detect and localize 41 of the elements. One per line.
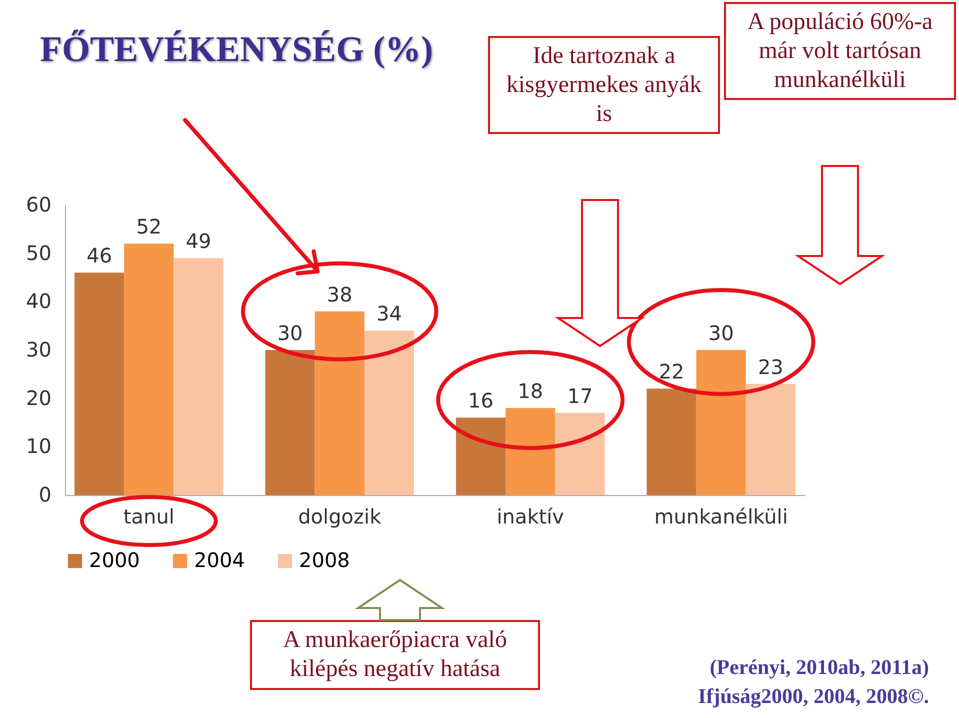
legend-label: 2008 (299, 548, 350, 572)
bar (314, 311, 364, 495)
text: Ifjúság2000, 2004, 2008©. (698, 684, 929, 709)
y-tick-label: 50 (26, 240, 52, 265)
bar (555, 412, 605, 495)
x-tick-label: tanul (123, 504, 174, 528)
bar (646, 388, 696, 495)
x-tick-label: dolgozik (298, 504, 382, 528)
bar (456, 418, 506, 495)
data-label: 46 (86, 244, 112, 268)
data-label: 38 (326, 282, 352, 306)
y-tick-label: 60 (26, 192, 52, 216)
chart-title: FŐTEVÉKENYSÉG (%) (40, 28, 434, 70)
bar (696, 350, 746, 495)
text: (Perényi, 2010ab, 2011a) (710, 655, 929, 680)
legend-label: 2000 (89, 548, 140, 572)
bar (506, 408, 556, 495)
bar (265, 350, 315, 495)
y-tick-label: 30 (26, 338, 52, 362)
data-label: 18 (518, 379, 544, 403)
bar (364, 330, 414, 495)
data-label: 23 (758, 354, 784, 379)
y-tick-label: 0 (38, 482, 52, 506)
y-tick-label: 10 (26, 434, 52, 458)
x-tick-label: inaktív (496, 504, 564, 528)
data-label: 22 (658, 360, 684, 384)
data-label: 17 (567, 384, 593, 408)
data-label: 52 (136, 214, 162, 239)
text: A munkaerőpiacra való kilépés negatív hatása (250, 620, 540, 690)
text: A populáció 60%-a már volt tartósan munkanélküli (724, 2, 956, 100)
data-label: 34 (376, 302, 402, 326)
data-label: 16 (468, 388, 494, 413)
x-tick-label: munkanélküli (654, 504, 788, 528)
data-label: 30 (708, 321, 734, 345)
bar (746, 384, 796, 495)
legend-label: 2004 (194, 548, 245, 572)
data-label: 30 (277, 321, 303, 345)
data-label: 49 (186, 229, 212, 254)
text: Ide tartoznak a kisgyermekes anyák is (488, 36, 720, 134)
y-tick-label: 40 (26, 289, 52, 314)
y-tick-label: 20 (26, 386, 52, 410)
